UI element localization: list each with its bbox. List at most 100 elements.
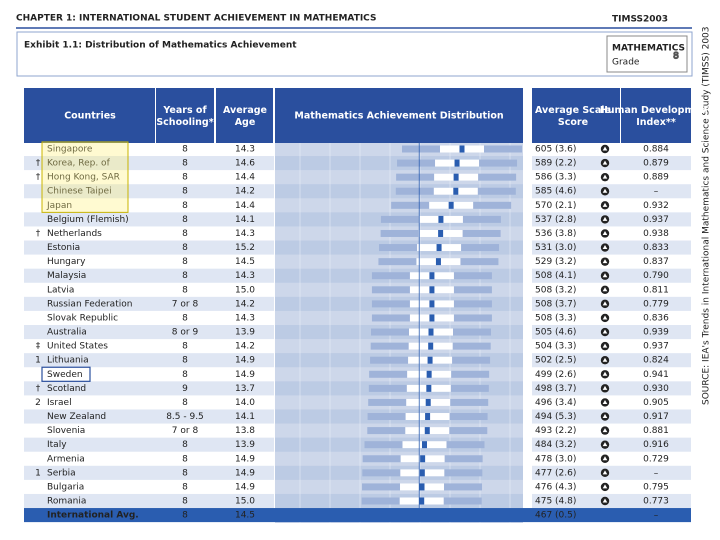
country: Latvia (47, 285, 74, 295)
hdi: 0.884 (643, 145, 669, 155)
score-se: (2.2) (555, 426, 576, 436)
country: Malaysia (47, 271, 86, 281)
age: 14.9 (235, 482, 255, 492)
age: 14.9 (235, 468, 255, 478)
age: 14.3 (235, 145, 255, 155)
row-stripe (24, 409, 274, 424)
significance-arrow (602, 329, 608, 334)
hdi: 0.932 (643, 201, 669, 211)
years: 8 (182, 173, 188, 183)
score-se: (4.1) (555, 271, 576, 281)
years: 8 (182, 497, 188, 507)
dist-mean (419, 497, 425, 505)
score: 484 (535, 440, 552, 450)
years: 8 (182, 342, 188, 352)
years: 8 (182, 454, 188, 464)
score: 508 (535, 271, 552, 281)
significance-arrow (602, 202, 608, 207)
country: Russian Federation (47, 299, 132, 309)
country: Estonia (47, 243, 80, 253)
score: 467 (535, 511, 552, 521)
row-stripe (24, 212, 274, 227)
age: 14.5 (235, 511, 255, 521)
dist-mean (429, 300, 435, 308)
significance-arrow (602, 188, 608, 193)
row-mark: 1 (35, 468, 41, 478)
score-se: (2.1) (555, 201, 576, 211)
dist-mean (435, 258, 441, 266)
years: 8 (182, 285, 188, 295)
significance-arrow (602, 498, 608, 503)
score: 585 (535, 187, 552, 197)
country: Australia (47, 328, 87, 338)
hdi: 0.811 (643, 285, 669, 295)
dist-mean (421, 441, 427, 449)
significance-arrow (602, 301, 608, 306)
hdi: 0.790 (643, 271, 669, 281)
row-stripe (532, 353, 691, 368)
years: 8 (182, 257, 188, 267)
years: 8 (182, 356, 188, 366)
age: 14.3 (235, 271, 255, 281)
dist-mean (454, 159, 460, 167)
grade: Grade (612, 58, 640, 68)
age: 14.9 (235, 356, 255, 366)
row-stripe (24, 325, 274, 340)
column-header: Years of Schooling* (156, 105, 213, 128)
score: 477 (535, 468, 552, 478)
dist-mean (438, 229, 444, 237)
row-stripe (24, 353, 274, 368)
score-se: (3.3) (555, 342, 576, 352)
row-stripe (24, 296, 274, 311)
significance-arrow (602, 174, 608, 179)
row-stripe (532, 493, 691, 509)
hdi: 0.905 (643, 398, 669, 408)
age: 15.0 (235, 497, 255, 507)
hdi: – (654, 511, 659, 521)
row-stripe (24, 240, 274, 255)
significance-arrow (602, 230, 608, 235)
dist-mean (420, 455, 426, 463)
score: 589 (535, 159, 552, 169)
score: 475 (535, 497, 552, 507)
score: 586 (535, 173, 552, 183)
age: 14.9 (235, 454, 255, 464)
years: 8 (182, 313, 188, 323)
age: 13.8 (235, 426, 255, 436)
score-se: (3.3) (555, 173, 576, 183)
years: 7 or 8 (172, 299, 199, 309)
dist-mean (425, 398, 431, 406)
score: 499 (535, 370, 552, 380)
row-stripe (532, 465, 691, 480)
age: 14.3 (235, 313, 255, 323)
country: Serbia (47, 468, 76, 478)
significance-arrow (602, 146, 608, 151)
country: International Avg. (47, 511, 139, 521)
years: 9 (182, 384, 188, 394)
row-stripe (24, 493, 274, 509)
significance-arrow (602, 357, 608, 362)
dist-mean (427, 356, 433, 364)
dist-mean (426, 384, 432, 392)
score-se: (2.5) (555, 356, 576, 366)
row-mark: 2 (35, 398, 41, 408)
significance-arrow (602, 273, 608, 278)
hdi: – (654, 187, 659, 197)
score-se: (0.5) (555, 511, 576, 521)
row-mark: ‡ (36, 342, 41, 352)
years: 8 (182, 482, 188, 492)
row-stripe (532, 325, 691, 340)
significance-arrow (602, 414, 608, 419)
country: Romania (47, 497, 86, 507)
row-stripe (532, 381, 691, 396)
years: 8 (182, 370, 188, 380)
dist-mean (429, 272, 435, 280)
score: 508 (535, 285, 552, 295)
score-se: (3.4) (555, 398, 576, 408)
score-se: (3.7) (555, 384, 576, 394)
score-se: (4.3) (555, 482, 576, 492)
score-se: (3.0) (555, 454, 576, 464)
score-se: (4.6) (555, 328, 576, 338)
years: 8 (182, 398, 188, 408)
